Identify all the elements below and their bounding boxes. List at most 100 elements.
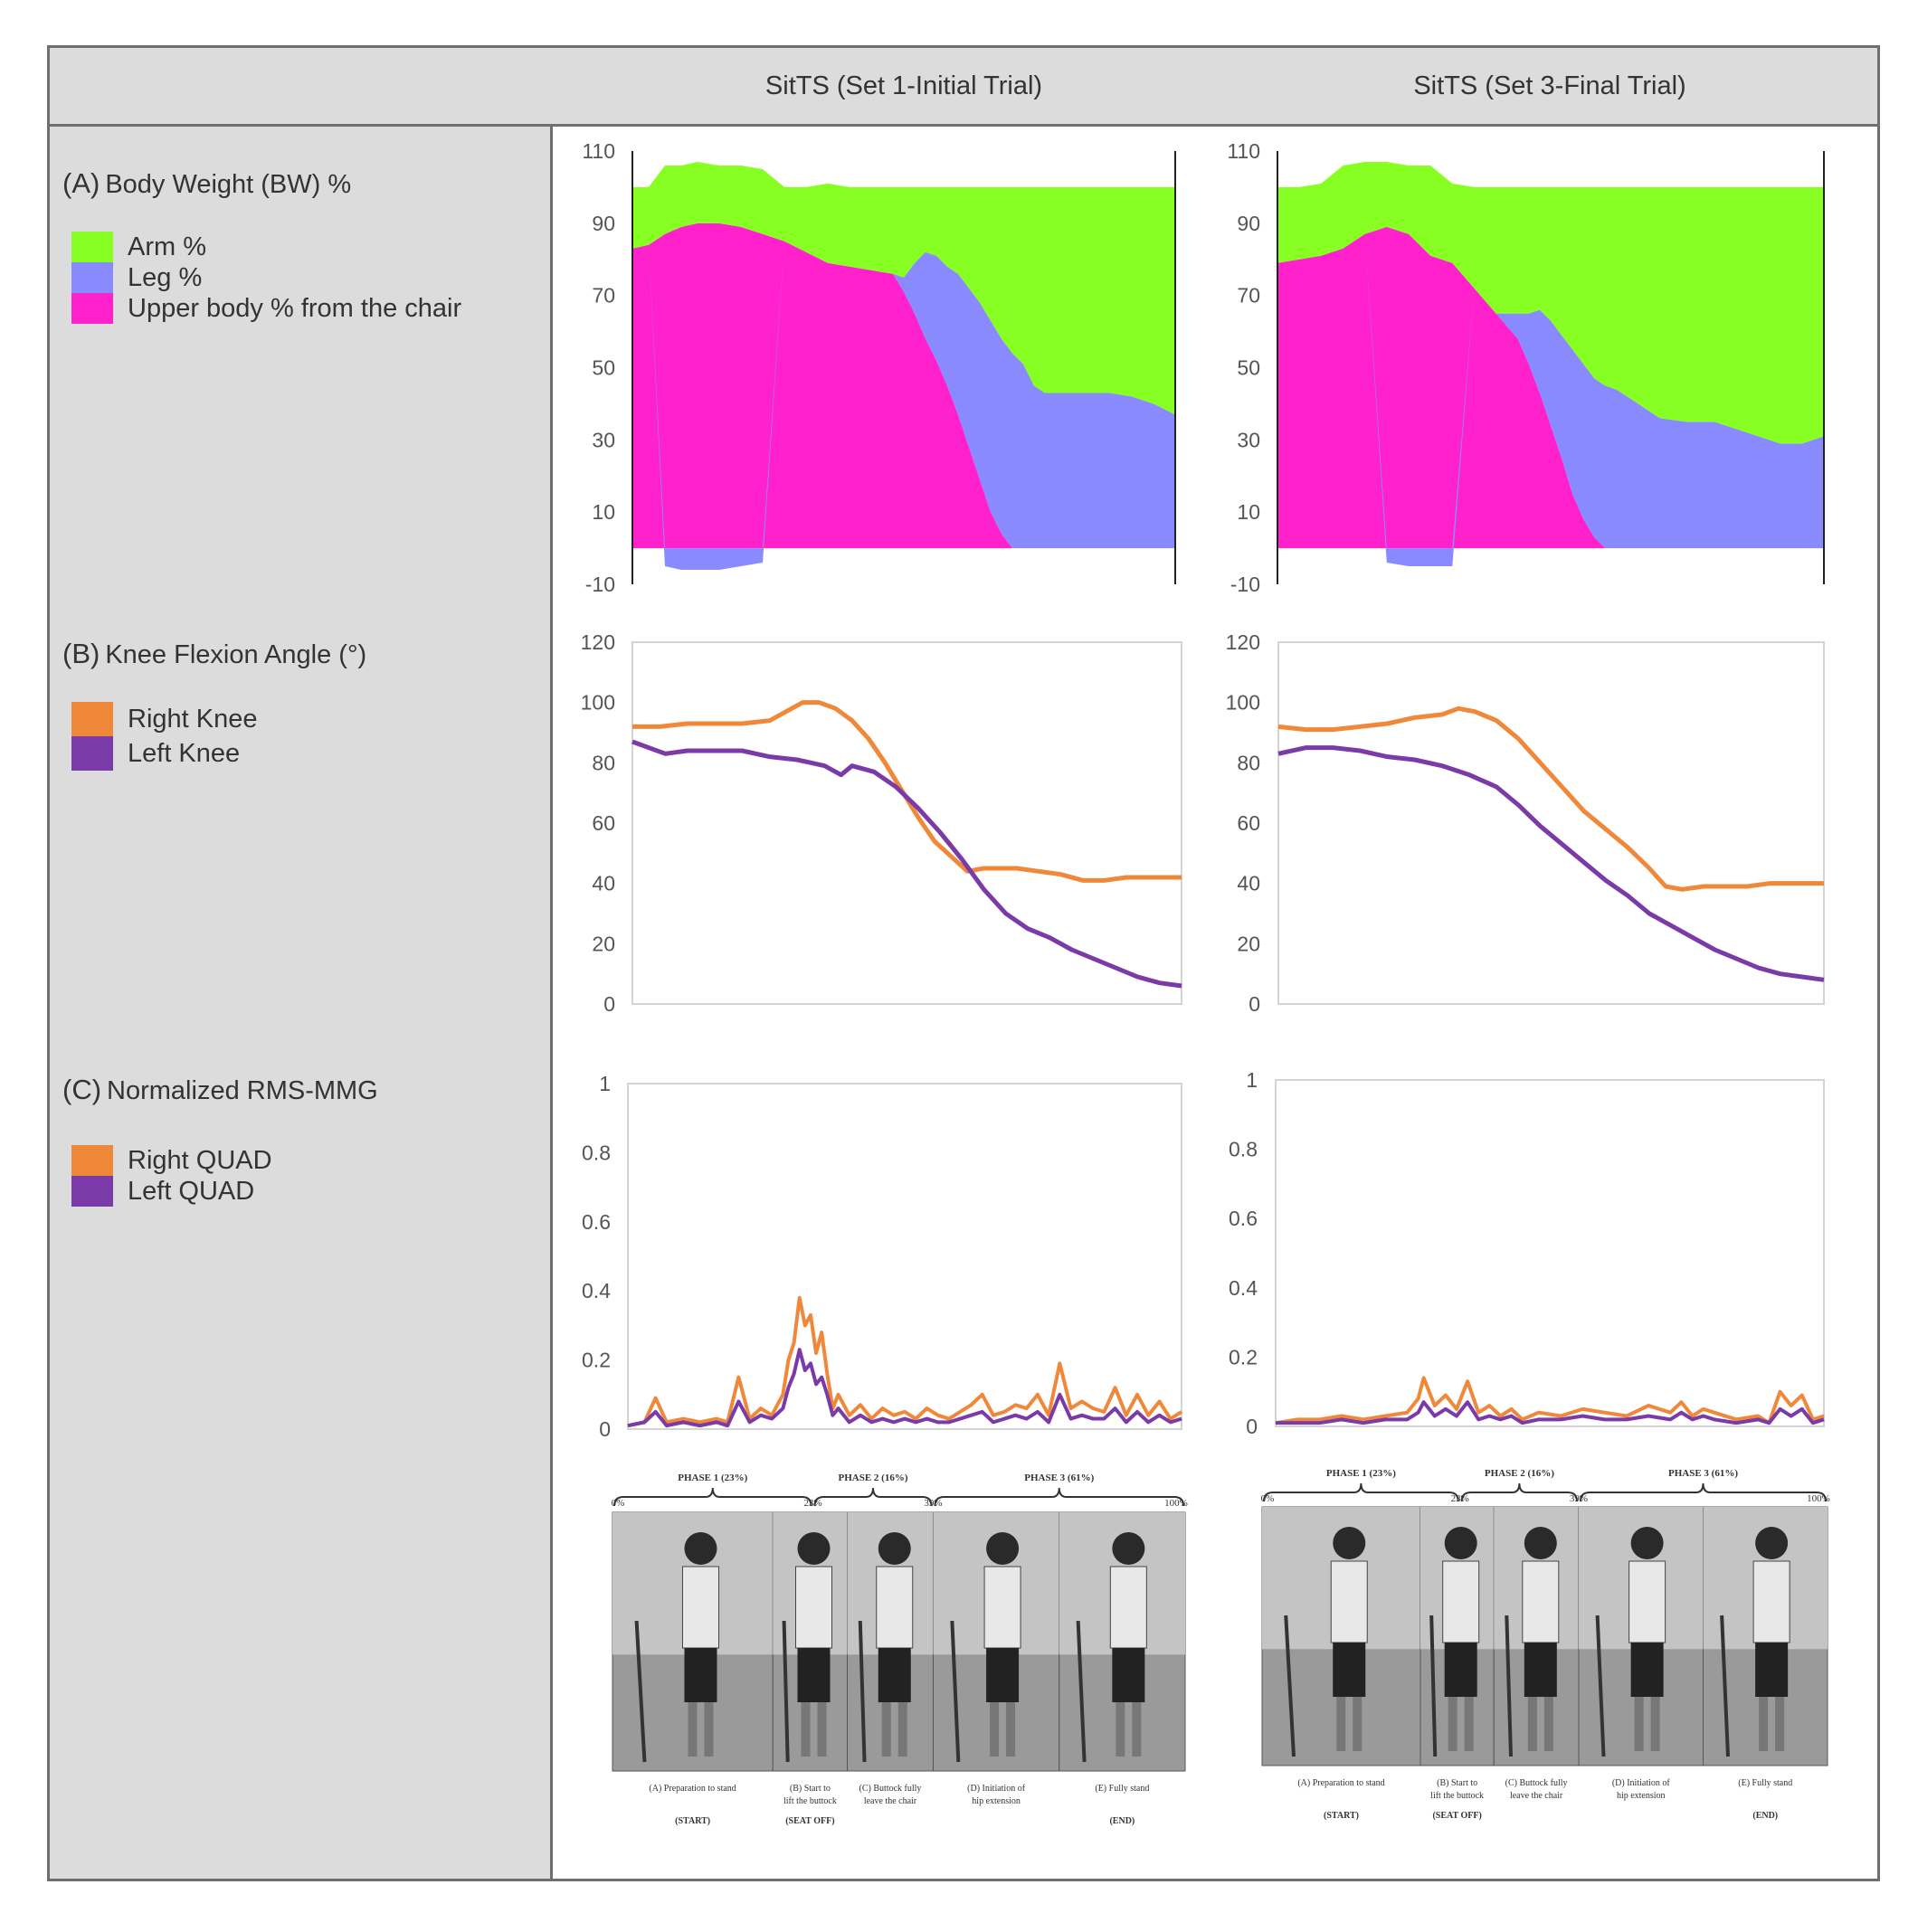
y-tick-label: 0.2: [1229, 1345, 1258, 1368]
person-head: [1755, 1527, 1789, 1559]
phase-percent-label: 0%: [612, 1498, 625, 1509]
y-tick-label: 10: [1237, 500, 1260, 524]
y-tick-label: 40: [592, 872, 615, 895]
area-upper-series: [632, 223, 1175, 549]
person-shorts: [684, 1648, 717, 1702]
line-left-knee: [1277, 745, 1825, 982]
phase-caption: (B) Start to: [790, 1784, 831, 1794]
phase-bracket: [613, 1487, 812, 1507]
y-tick-label: 110: [1227, 139, 1260, 163]
y-tick-label: 0: [603, 992, 615, 1016]
y-tick-label: 20: [1237, 932, 1260, 955]
plot-frame: [1275, 1079, 1825, 1427]
y-tick-label: 30: [1237, 428, 1260, 451]
plot-frame: [1277, 641, 1825, 1005]
y-tick-label: 60: [592, 811, 615, 835]
phase-strip-set3: PHASE 1 (23%) PHASE 2 (16%) PHASE 3 (61%) 0…: [1261, 1468, 1830, 1821]
phase-percent-label: 39%: [924, 1498, 942, 1509]
person-leg: [1634, 1697, 1644, 1751]
upper-body-legend-label: Upper body % from the chair: [128, 293, 462, 323]
column-title-set1: SitTS (Set 1-Initial Trial): [764, 71, 1043, 100]
phase-percent-label: 100%: [1807, 1493, 1830, 1504]
chair-leg: [1595, 1615, 1606, 1757]
chart-knee_set3: 0 20 40 60 80 100 120: [1226, 630, 1825, 1016]
chair-leg: [1505, 1615, 1513, 1757]
y-tick-label: 100: [581, 691, 615, 715]
person-leg: [881, 1702, 891, 1757]
line-right-knee: [1277, 706, 1824, 892]
y-tick-label: 120: [1226, 630, 1260, 654]
phase-caption: (D) Initiation of: [1612, 1778, 1671, 1788]
phase-caption: leave the chair: [1510, 1791, 1563, 1801]
person-head: [797, 1532, 831, 1565]
chair-leg: [1284, 1615, 1296, 1757]
y-tick-label: 80: [1237, 751, 1260, 774]
y-tick-label: 1: [1246, 1068, 1258, 1092]
legend-a: Arm % Leg % Upper body % from the chair: [71, 232, 461, 324]
person-leg: [1006, 1702, 1016, 1757]
person-shorts: [1444, 1643, 1477, 1697]
phase-bracket: [934, 1487, 1184, 1507]
chair-leg: [634, 1620, 647, 1763]
person-head: [684, 1532, 717, 1565]
y-tick-label: 0.2: [582, 1349, 611, 1372]
phase-caption: lift the buttock: [783, 1796, 837, 1806]
y-tick-label: 80: [592, 751, 615, 774]
phase-marker: (SEAT OFF): [785, 1816, 834, 1826]
plot-frame: [631, 641, 1182, 1005]
y-tick-label: 20: [592, 932, 615, 955]
area-leg-series: [1277, 233, 1824, 567]
panel-a-text: Body Weight (BW) %: [105, 170, 352, 199]
header-bar: SitTS (Set 1-Initial Trial) SitTS (Set 3…: [50, 48, 1877, 127]
area-arm-series: [1277, 161, 1824, 444]
phase-bracket: [813, 1487, 933, 1507]
phase-marker: (START): [675, 1816, 710, 1826]
phase-strip-set1: PHASE 1 (23%) PHASE 2 (16%) PHASE 3 (61%) 0…: [612, 1473, 1188, 1826]
y-tick-label: 0: [1249, 992, 1260, 1016]
plot-frame: [627, 1083, 1182, 1430]
left-quad-swatch: [71, 1176, 113, 1207]
phase-percent-label: 0%: [1261, 1493, 1275, 1504]
person-leg: [1543, 1697, 1553, 1751]
chart-mmg_set3: 0 0.2 0.4 0.6 0.8 1: [1229, 1068, 1825, 1438]
right-knee-swatch: [71, 702, 113, 736]
phase-caption: (E) Fully stand: [1738, 1778, 1792, 1788]
legend-item-right-knee: Right Knee: [71, 702, 258, 736]
left-knee-legend-label: Left Knee: [128, 738, 241, 768]
phase-caption: (C) Buttock fully: [859, 1784, 922, 1794]
y-tick-label: 0.4: [1229, 1276, 1258, 1300]
phase-percent-label: 23%: [803, 1498, 821, 1509]
person-leg: [704, 1702, 714, 1757]
person-leg: [1464, 1697, 1474, 1751]
y-tick-label: 0: [599, 1417, 611, 1441]
chair-leg: [782, 1620, 790, 1763]
panel-b-title: (B) Knee Flexion Angle (°): [62, 638, 366, 670]
phase-percent-label: 39%: [1570, 1493, 1588, 1504]
phase-label: PHASE 3 (61%): [1024, 1473, 1094, 1483]
left-knee-swatch: [71, 736, 113, 771]
y-tick-label: 40: [1237, 872, 1260, 895]
arm-swatch: [71, 232, 113, 262]
person-leg: [1775, 1697, 1785, 1751]
phase-marker: (SEAT OFF): [1432, 1811, 1481, 1821]
area-upper-series: [1277, 226, 1824, 549]
phase-caption: leave the chair: [864, 1796, 917, 1806]
y-tick-label: 50: [1237, 356, 1260, 380]
legend-item-upper-body: Upper body % from the chair: [71, 293, 461, 324]
phase-bracket: [1460, 1482, 1578, 1502]
panel-c-label: (C): [62, 1074, 102, 1105]
y-tick-label: 90: [1237, 212, 1260, 235]
phase-marker: (END): [1109, 1816, 1135, 1826]
phase-bracket: [1263, 1482, 1459, 1502]
y-tick-label: 0: [1246, 1415, 1258, 1438]
phase-label: PHASE 1 (23%): [678, 1473, 747, 1483]
person-torso: [794, 1566, 832, 1649]
phase-marker: (START): [1324, 1811, 1359, 1821]
person-torso: [1752, 1560, 1790, 1643]
person-leg: [1448, 1697, 1457, 1751]
phase-label: PHASE 1 (23%): [1326, 1468, 1396, 1479]
y-tick-label: 0.6: [1229, 1207, 1258, 1230]
phase-caption: hip extension: [972, 1796, 1021, 1806]
chair-leg: [1720, 1615, 1730, 1757]
